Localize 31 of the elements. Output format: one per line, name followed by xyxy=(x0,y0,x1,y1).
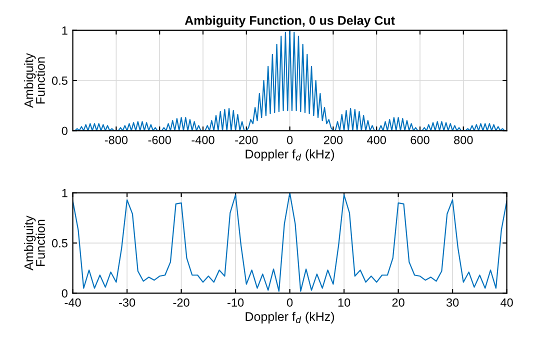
x-tick-label: 40 xyxy=(500,298,513,307)
y-tick-label: 1 xyxy=(62,26,68,35)
x-tick-label: -600 xyxy=(148,136,171,144)
x-tick-label: -10 xyxy=(228,298,244,307)
x-tick-label: -40 xyxy=(64,298,81,307)
line-series xyxy=(72,30,507,131)
x-tick-label: 30 xyxy=(446,298,459,307)
x-tick-label: 600 xyxy=(410,136,430,144)
y-tick-label: 1 xyxy=(62,189,68,198)
x-axis-title: Doppler f$_{d}$ (kHz) xyxy=(246,312,334,324)
x-tick-label: -20 xyxy=(173,298,190,307)
x-tick-label: 20 xyxy=(392,298,404,307)
y-axis-title: Ambiguity Function xyxy=(24,216,45,270)
x-axis-title: Doppler f$_{d}$ (kHz) xyxy=(246,149,334,161)
x-tick-label: -400 xyxy=(192,136,214,144)
x-tick-label: 0 xyxy=(286,136,293,144)
x-tick-label: -200 xyxy=(235,136,258,144)
y-tick-label: 0 xyxy=(62,289,68,298)
x-tick-label: 400 xyxy=(367,136,386,144)
y-tick-label: 0 xyxy=(62,126,68,136)
x-tick-label: 800 xyxy=(454,136,473,144)
x-tick-label: -30 xyxy=(119,298,136,307)
y-axis-title: Ambiguity Function xyxy=(24,53,45,108)
y-tick-label: 0.5 xyxy=(52,239,68,248)
line-series xyxy=(72,192,507,292)
y-tick-label: 0.5 xyxy=(52,76,68,85)
x-tick-label: 10 xyxy=(338,298,350,307)
x-tick-label: 0 xyxy=(286,298,293,307)
x-tick-label: -800 xyxy=(104,136,128,144)
chart-title: Ambiguity Function, 0 us Delay Cut xyxy=(184,16,395,28)
x-tick-label: 200 xyxy=(324,136,343,144)
